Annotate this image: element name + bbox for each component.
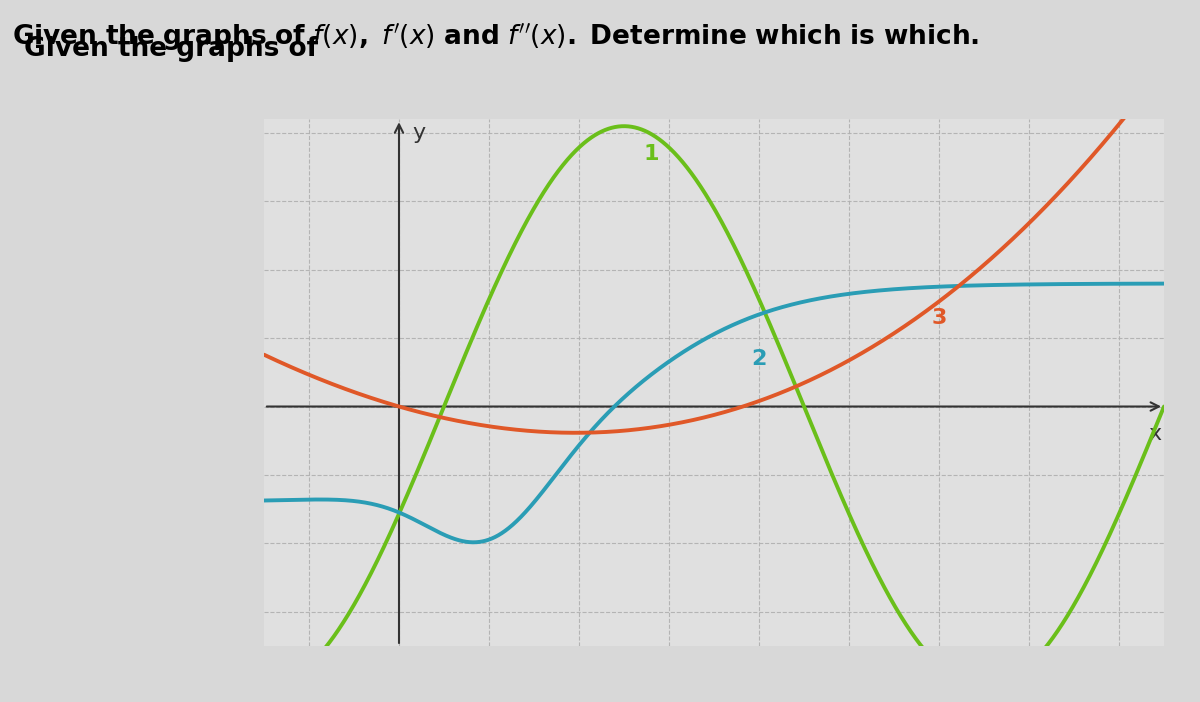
Text: Given the graphs of: Given the graphs of	[24, 36, 328, 62]
Text: x: x	[1148, 423, 1162, 444]
Text: 2: 2	[751, 349, 767, 369]
Text: 1: 1	[643, 143, 659, 164]
Text: $\mathbf{Given\ the\ graphs\ of\ }$$f(x)$$\mathbf{,\ }$$f'(x)$$\mathbf{\ and\ }$: $\mathbf{Given\ the\ graphs\ of\ }$$f(x)…	[12, 21, 979, 53]
Text: y: y	[413, 123, 426, 143]
Text: 3: 3	[931, 307, 947, 328]
